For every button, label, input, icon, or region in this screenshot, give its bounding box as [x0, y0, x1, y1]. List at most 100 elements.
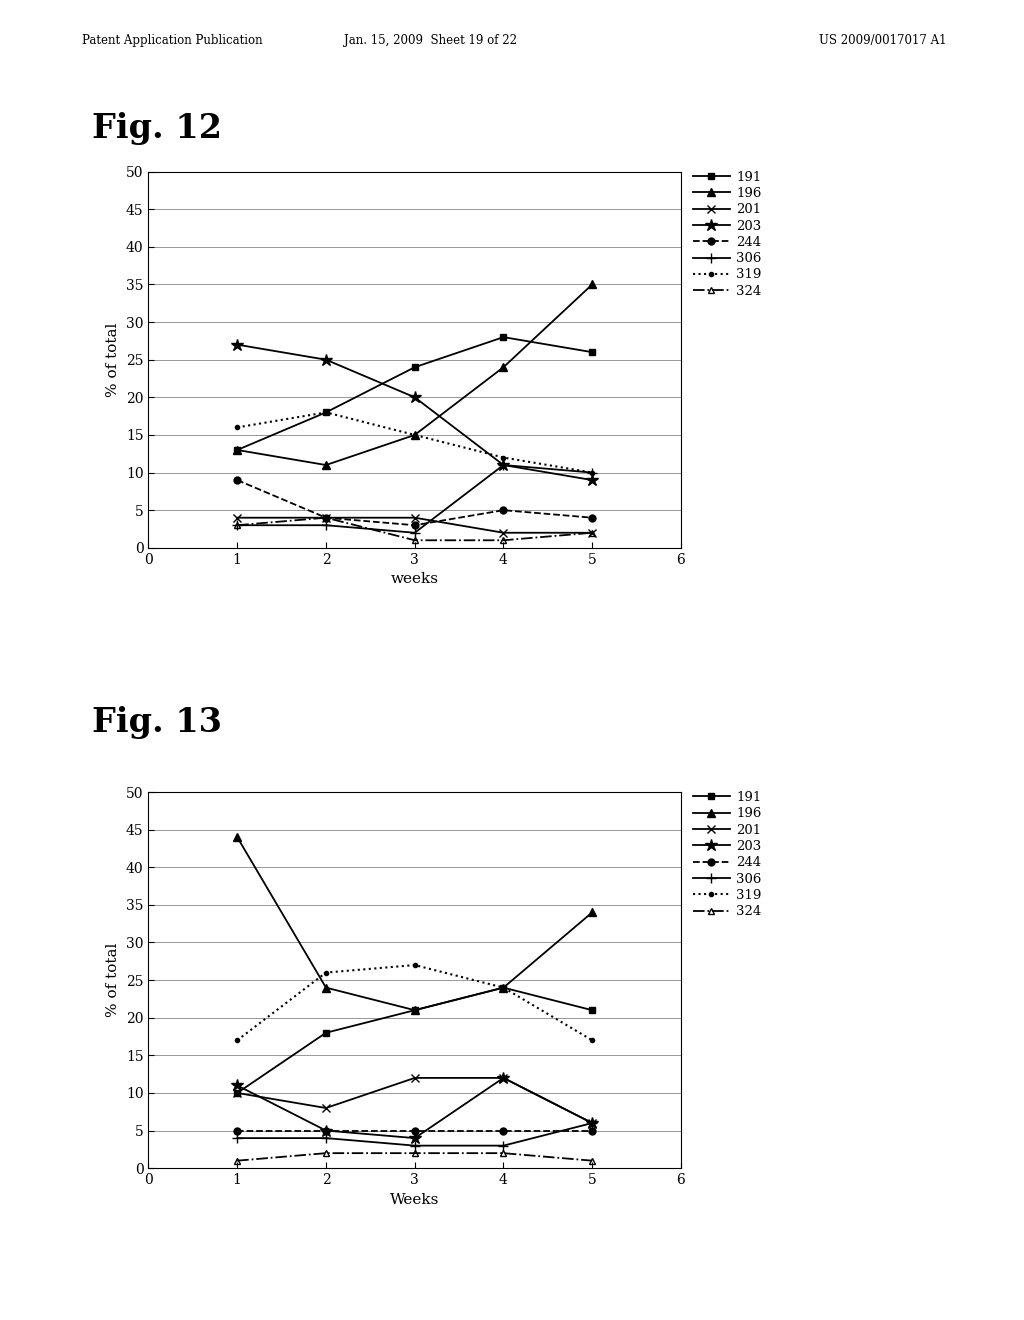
- 203: [498, 1071, 510, 1086]
- 191: [498, 979, 510, 995]
- 196: [319, 979, 332, 995]
- 319: [586, 1032, 598, 1048]
- 196: [586, 904, 598, 920]
- 201: [586, 1115, 598, 1131]
- Line: 196: 196: [233, 280, 596, 469]
- Line: 244: 244: [233, 1127, 596, 1134]
- Line: 319: 319: [233, 961, 596, 1044]
- 244: [586, 1122, 598, 1138]
- Line: 203: 203: [231, 338, 598, 486]
- 201: [498, 1071, 510, 1086]
- 324: [586, 1152, 598, 1168]
- 324: [498, 1146, 510, 1162]
- 196: [231, 442, 244, 458]
- 196: [498, 359, 510, 375]
- 319: [498, 979, 510, 995]
- X-axis label: weeks: weeks: [391, 572, 438, 586]
- 191: [586, 345, 598, 360]
- 319: [319, 404, 332, 420]
- 319: [231, 1032, 244, 1048]
- 324: [409, 532, 421, 548]
- 244: [231, 473, 244, 488]
- 203: [231, 1077, 244, 1093]
- 319: [409, 957, 421, 973]
- 324: [586, 525, 598, 541]
- X-axis label: Weeks: Weeks: [390, 1192, 439, 1206]
- Text: Fig. 13: Fig. 13: [92, 706, 222, 739]
- 201: [586, 525, 598, 541]
- 203: [498, 457, 510, 473]
- Text: Jan. 15, 2009  Sheet 19 of 22: Jan. 15, 2009 Sheet 19 of 22: [344, 34, 516, 48]
- Y-axis label: % of total: % of total: [106, 322, 121, 397]
- Line: 191: 191: [233, 985, 596, 1097]
- 306: [409, 1138, 421, 1154]
- 306: [319, 517, 332, 533]
- 191: [586, 1002, 598, 1018]
- Legend: 191, 196, 201, 203, 244, 306, 319, 324: 191, 196, 201, 203, 244, 306, 319, 324: [693, 791, 762, 919]
- 306: [409, 525, 421, 541]
- 191: [498, 329, 510, 345]
- Line: 201: 201: [233, 1073, 596, 1127]
- 244: [319, 1122, 332, 1138]
- 324: [409, 1146, 421, 1162]
- Line: 319: 319: [233, 408, 596, 477]
- Line: 201: 201: [233, 513, 596, 537]
- Line: 244: 244: [233, 477, 596, 529]
- Y-axis label: % of total: % of total: [106, 942, 121, 1018]
- 203: [586, 1115, 598, 1131]
- 324: [231, 517, 244, 533]
- 201: [409, 510, 421, 525]
- 196: [409, 1002, 421, 1018]
- 201: [409, 1071, 421, 1086]
- 324: [231, 1152, 244, 1168]
- 196: [319, 457, 332, 473]
- 306: [498, 457, 510, 473]
- 324: [319, 1146, 332, 1162]
- 191: [409, 1002, 421, 1018]
- 319: [586, 465, 598, 480]
- 306: [586, 1115, 598, 1131]
- 244: [586, 510, 598, 525]
- Line: 203: 203: [231, 1072, 598, 1144]
- 203: [586, 473, 598, 488]
- 319: [231, 420, 244, 436]
- 319: [409, 428, 421, 444]
- 191: [409, 359, 421, 375]
- 196: [409, 428, 421, 444]
- 201: [319, 1100, 332, 1115]
- 306: [498, 1138, 510, 1154]
- Text: Patent Application Publication: Patent Application Publication: [82, 34, 262, 48]
- 201: [498, 525, 510, 541]
- 196: [586, 277, 598, 293]
- 201: [231, 510, 244, 525]
- 191: [231, 1085, 244, 1101]
- 306: [231, 517, 244, 533]
- Line: 191: 191: [233, 334, 596, 454]
- Text: US 2009/0017017 A1: US 2009/0017017 A1: [819, 34, 947, 48]
- 244: [231, 1122, 244, 1138]
- 306: [586, 465, 598, 480]
- Line: 324: 324: [233, 515, 596, 544]
- 306: [231, 1130, 244, 1146]
- 191: [319, 404, 332, 420]
- 203: [319, 1122, 332, 1138]
- 203: [409, 1130, 421, 1146]
- 196: [498, 979, 510, 995]
- 324: [498, 532, 510, 548]
- 244: [409, 1122, 421, 1138]
- 319: [498, 450, 510, 466]
- 201: [231, 1085, 244, 1101]
- 244: [319, 510, 332, 525]
- Line: 196: 196: [233, 833, 596, 1014]
- Text: Fig. 12: Fig. 12: [92, 112, 222, 145]
- 203: [231, 337, 244, 352]
- 191: [319, 1024, 332, 1040]
- 191: [231, 442, 244, 458]
- 201: [319, 510, 332, 525]
- Line: 306: 306: [232, 1118, 597, 1151]
- 319: [319, 965, 332, 981]
- Line: 324: 324: [233, 1150, 596, 1164]
- 244: [409, 517, 421, 533]
- 196: [231, 829, 244, 845]
- 244: [498, 1122, 510, 1138]
